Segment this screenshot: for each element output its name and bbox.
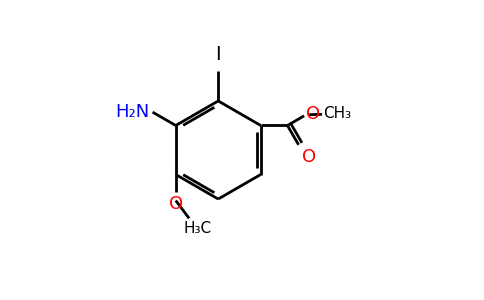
Text: O: O bbox=[306, 105, 320, 123]
Text: H₂N: H₂N bbox=[115, 103, 150, 121]
Text: O: O bbox=[169, 195, 183, 213]
Text: O: O bbox=[302, 148, 316, 166]
Text: H₃C: H₃C bbox=[183, 221, 212, 236]
Text: CH₃: CH₃ bbox=[323, 106, 351, 121]
Text: I: I bbox=[215, 45, 221, 64]
